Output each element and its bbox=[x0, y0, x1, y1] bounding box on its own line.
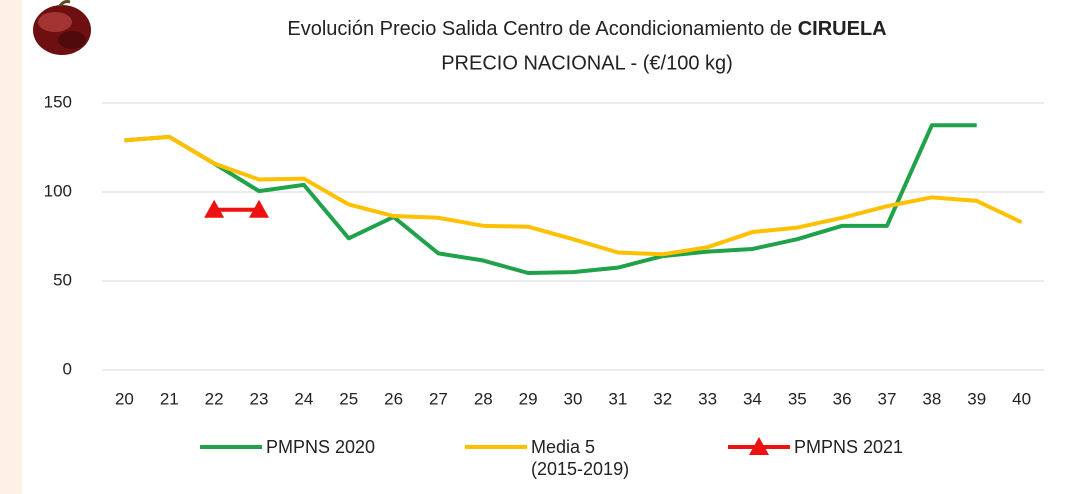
x-tick-label: 33 bbox=[698, 389, 717, 408]
x-tick-label: 36 bbox=[833, 389, 852, 408]
title-text: Evolución Precio Salida Centro de Acondi… bbox=[287, 18, 792, 40]
legend-key bbox=[200, 445, 262, 449]
side-strip bbox=[0, 0, 22, 494]
x-tick-label: 24 bbox=[294, 389, 313, 408]
chart-subtitle: PRECIO NACIONAL - (€/100 kg) bbox=[441, 52, 733, 74]
x-tick-label: 35 bbox=[788, 389, 807, 408]
x-tick-label: 25 bbox=[339, 389, 358, 408]
y-tick-label: 100 bbox=[44, 181, 72, 200]
series-line bbox=[124, 123, 977, 275]
x-tick-label: 39 bbox=[967, 389, 986, 408]
legend-label: Media 5 (2015-2019) bbox=[531, 437, 630, 479]
x-tick-label: 34 bbox=[743, 389, 762, 408]
legend-item: PMPNS 2021 bbox=[728, 436, 914, 458]
x-tick-label: 38 bbox=[922, 389, 941, 408]
y-tick-label: 150 bbox=[44, 92, 72, 111]
plum-icon bbox=[33, 0, 91, 55]
marker bbox=[249, 199, 269, 218]
x-tick-label: 22 bbox=[205, 389, 224, 408]
series-line bbox=[124, 134, 1023, 257]
x-tick-label: 37 bbox=[878, 389, 897, 408]
legend-label: PMPNS 2021 bbox=[794, 437, 904, 457]
x-tick-label: 21 bbox=[160, 389, 179, 408]
chart-title: Evolución Precio Salida Centro de Acondi… bbox=[287, 18, 886, 40]
x-tick-label: 26 bbox=[384, 389, 403, 408]
marker bbox=[204, 199, 225, 218]
x-tick-label: 30 bbox=[564, 389, 583, 408]
x-tick-label: 27 bbox=[429, 389, 448, 408]
x-tick-label: 23 bbox=[250, 389, 269, 408]
x-tick-label: 28 bbox=[474, 389, 493, 408]
x-tick-label: 29 bbox=[519, 389, 538, 408]
title-bold: CIRUELA bbox=[798, 18, 887, 40]
legend-key bbox=[465, 445, 527, 449]
y-tick-label: 50 bbox=[53, 270, 72, 289]
x-tick-label: 32 bbox=[653, 389, 672, 408]
x-tick-label: 31 bbox=[608, 389, 627, 408]
legend-label: PMPNS 2020 bbox=[266, 437, 376, 457]
legend-item: PMPNS 2020 bbox=[200, 436, 386, 458]
legend-marker bbox=[749, 437, 769, 455]
legend-key bbox=[728, 437, 790, 455]
x-tick-label: 20 bbox=[115, 389, 134, 408]
legend-item: Media 5 (2015-2019) bbox=[465, 436, 651, 480]
y-tick-label: 0 bbox=[63, 359, 72, 378]
x-tick-label: 40 bbox=[1012, 389, 1031, 408]
